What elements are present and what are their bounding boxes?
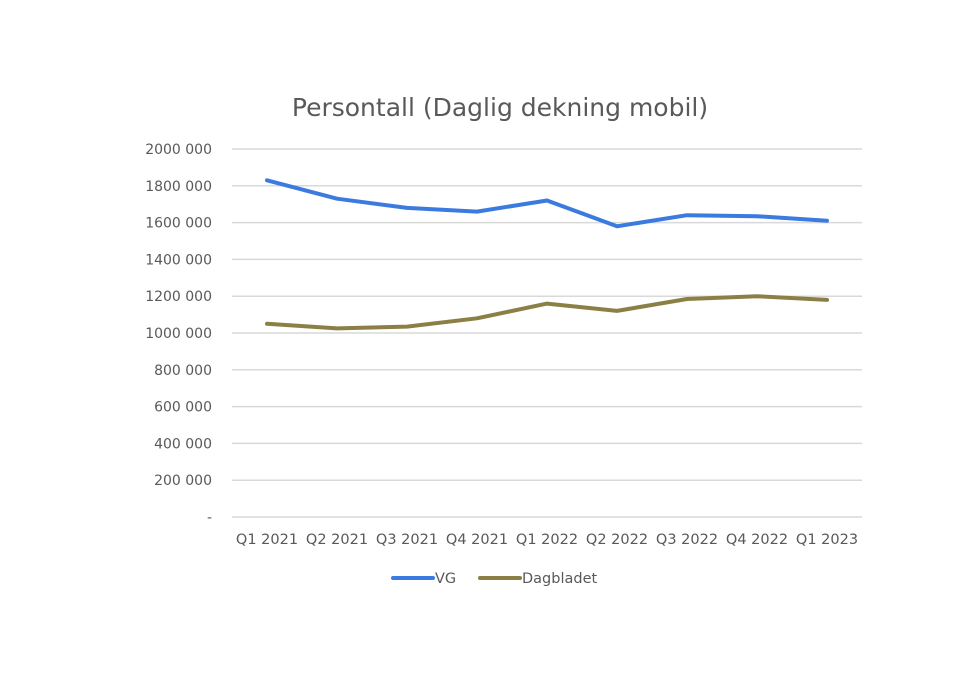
x-tick-label: Q1 2022 bbox=[516, 532, 578, 548]
chart-title: Persontall (Daglig dekning mobil) bbox=[292, 93, 708, 122]
series-line-dagbladet bbox=[265, 294, 829, 331]
x-tick-label: Q4 2022 bbox=[726, 532, 788, 548]
legend-item-dagbladet: Dagbladet bbox=[478, 571, 597, 587]
x-tick-label: Q4 2021 bbox=[446, 532, 508, 548]
x-axis-ticks: Q1 2021 Q2 2021 Q3 2021 Q4 2021 Q1 2022 Q2 20… bbox=[236, 532, 858, 548]
x-tick-label: Q1 2021 bbox=[236, 532, 298, 548]
y-tick-label: 400 000 bbox=[154, 436, 212, 452]
y-tick-label: 800 000 bbox=[154, 363, 212, 379]
y-tick-label: 600 000 bbox=[154, 400, 212, 416]
legend: VG Dagbladet bbox=[391, 571, 597, 587]
series-lines bbox=[265, 178, 829, 331]
y-tick-label: 1000 000 bbox=[145, 326, 212, 342]
y-tick-label: 1600 000 bbox=[145, 216, 212, 232]
gridlines bbox=[232, 148, 862, 518]
y-tick-label: 200 000 bbox=[154, 473, 212, 489]
legend-label: VG bbox=[435, 571, 456, 587]
y-tick-label: 2000 000 bbox=[145, 142, 212, 158]
x-tick-label: Q1 2023 bbox=[796, 532, 858, 548]
series-line-vg bbox=[265, 178, 829, 229]
x-tick-label: Q3 2022 bbox=[656, 532, 718, 548]
y-axis-ticks: - 200 000 400 000 600 000 800 000 1000 000 120… bbox=[145, 142, 212, 526]
y-tick-label: 1400 000 bbox=[145, 252, 212, 268]
x-tick-label: Q2 2021 bbox=[306, 532, 368, 548]
y-tick-label: 1800 000 bbox=[145, 179, 212, 195]
y-tick-label: 1200 000 bbox=[145, 289, 212, 305]
legend-item-vg: VG bbox=[391, 571, 456, 587]
legend-label: Dagbladet bbox=[522, 571, 597, 587]
x-tick-label: Q2 2022 bbox=[586, 532, 648, 548]
y-tick-label: - bbox=[207, 510, 212, 526]
x-tick-label: Q3 2021 bbox=[376, 532, 438, 548]
